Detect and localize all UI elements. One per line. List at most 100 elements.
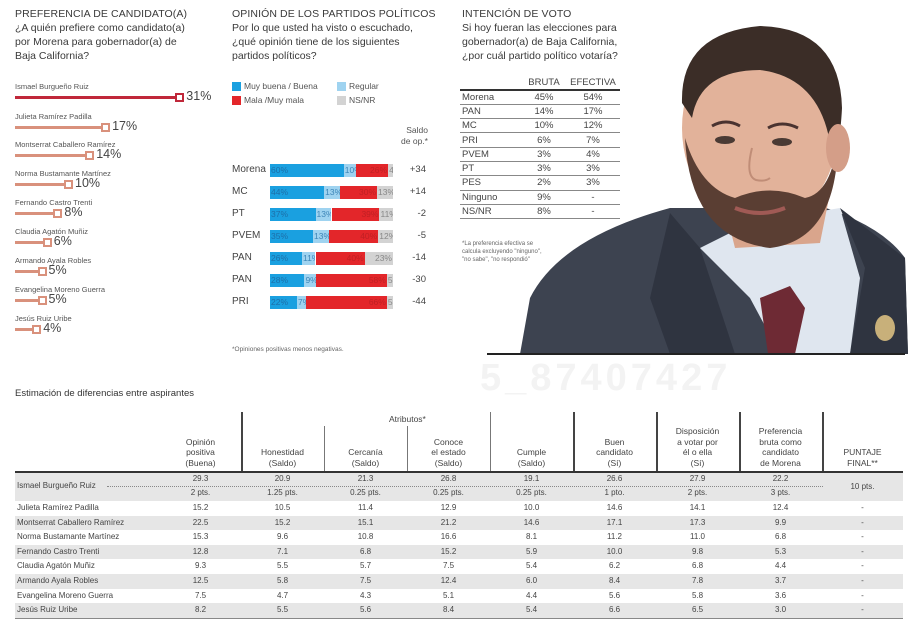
cell-value: 14.6	[523, 517, 540, 527]
question-line: gobernador(a) de Baja California,	[462, 36, 618, 48]
cell-value: 10.5	[274, 503, 291, 512]
bruta-cell: 14%	[522, 104, 566, 120]
party-cell: Ninguno	[460, 190, 522, 205]
column-header-line: positiva	[186, 447, 215, 457]
cell-value: 5.6	[359, 605, 372, 615]
column-header-line: Honestidad	[260, 447, 304, 457]
cell-value: 6.5	[691, 605, 704, 615]
cell-value: 14.1	[689, 503, 706, 512]
column-header: Cercanía (Saldo)	[324, 447, 407, 468]
column-header: PUNTAJE FINAL**	[822, 447, 903, 468]
opinion-segment: 60%	[270, 164, 344, 177]
cell-value: 4.3	[359, 590, 372, 600]
efectiva-cell: 4%	[566, 147, 620, 162]
preference-bar	[15, 154, 90, 157]
ear-shape	[826, 124, 850, 172]
cell-value: 8.4	[442, 605, 455, 615]
candidate-name: Evangelina Moreno Guerra	[17, 590, 114, 600]
preference-bar	[15, 299, 42, 302]
preference-value: 5%	[48, 263, 67, 277]
opinion-segment: 44%	[270, 186, 325, 199]
cell-value: 5.8	[691, 590, 704, 600]
atributos-label: Atributos*	[389, 414, 426, 424]
cell-value: 4.7	[276, 590, 289, 600]
leader-points: 1.25 pts.	[267, 488, 298, 497]
efectiva-cell: 3%	[566, 161, 620, 177]
footnote-line: calcula excluyendo "ninguno",	[462, 249, 542, 255]
legend-swatch	[337, 96, 346, 105]
cell-value: 10.0	[523, 503, 540, 512]
bruta-cell: 10%	[522, 118, 566, 134]
cell-value: 9.9	[774, 517, 787, 527]
leader-value: 26.8	[440, 474, 457, 483]
saldo-value: -2	[417, 208, 426, 219]
party-header	[460, 76, 522, 91]
table-row-leader: Ismael Burgueño Ruiz 29.3 2 pts. 20.9 1.25 p…	[15, 473, 903, 501]
cell-value: -	[861, 517, 864, 527]
question-line: por Morena para gobernador(a) de	[15, 36, 177, 48]
cell-value: 9.6	[276, 532, 289, 542]
cell-value: 7.8	[691, 576, 704, 585]
cell-value: -	[861, 561, 864, 571]
candidate-name: Montserrat Caballero Ramírez	[15, 140, 116, 149]
candidate-name: Jesús Ruiz Uribe	[15, 314, 72, 323]
saldo-header-line: Saldo	[406, 125, 428, 135]
leader-value: 22.2	[772, 474, 789, 483]
table-row: Fernando Castro Trenti 12.8 7.1 6.8 15.2 5.9 1…	[15, 544, 903, 560]
cell-value: 17.3	[689, 517, 706, 527]
leader-value: 29.3	[192, 474, 209, 483]
cell-value: 7.5	[359, 576, 372, 585]
candidate-name: Ismael Burgueño Ruiz	[15, 82, 89, 91]
party-cell: PAN	[460, 104, 522, 120]
cell-value: 5.9	[525, 546, 538, 556]
leader-points: 0.25 pts.	[516, 488, 547, 497]
preference-bar	[15, 212, 58, 215]
intencion-header-row: BRUTA EFECTIVA	[460, 76, 620, 91]
cell-value: 6.8	[691, 561, 704, 571]
efectiva-cell: -	[566, 190, 620, 205]
bar-end-marker	[175, 93, 185, 102]
bruta-cell: 9%	[522, 190, 566, 205]
efectiva-cell: 7%	[566, 132, 620, 148]
question-line: Baja California?	[15, 50, 90, 62]
column-header-line: Buen	[604, 436, 625, 447]
intencion-row: MC 10% 12%	[460, 118, 620, 134]
cell-value: 6.8	[359, 546, 372, 556]
cell-value: 4.4	[774, 561, 787, 571]
column-header-line: FINAL**	[847, 457, 878, 468]
column-header-line: Opinión	[185, 436, 216, 447]
leader-value: 21.3	[357, 474, 374, 483]
column-header: Preferencia bruta como candidato de Morena	[739, 426, 822, 468]
table-row: Armando Ayala Robles 12.5 5.8 7.5 12.4 6.0 8.4…	[15, 574, 903, 589]
preference-value: 10%	[75, 176, 101, 190]
legend-label: Regular	[349, 81, 379, 91]
cell-value: 6.0	[525, 576, 538, 585]
column-header-line: (Saldo)	[268, 457, 297, 468]
party-label: MC	[232, 186, 248, 197]
lapel-shape	[840, 208, 908, 354]
mouth-shape	[734, 206, 786, 215]
hair-shape	[681, 26, 842, 158]
saldo-value: +14	[409, 186, 426, 197]
cell-value: 10.8	[357, 532, 374, 542]
candidate-photo	[520, 8, 908, 354]
opinion-segment: 10%	[343, 164, 357, 177]
cell-value: 15.2	[274, 517, 291, 527]
intencion-row: Ninguno 9% -	[460, 190, 620, 205]
opinion-segment: 66%	[305, 296, 387, 309]
dotted-divider	[107, 486, 823, 487]
opinion-segment: 12%	[378, 230, 393, 243]
cell-value: 7.1	[276, 546, 289, 556]
saldo-value: -14	[412, 252, 426, 263]
legend-swatch	[232, 96, 241, 105]
cell-value: 5.6	[608, 590, 621, 600]
leader-points: 0.25 pts.	[350, 488, 381, 497]
column-header-line: él o ella	[682, 447, 713, 457]
bruta-cell: 2%	[522, 175, 566, 191]
opinion-segment: 13%	[324, 186, 341, 199]
preferencia-title: PREFERENCIA DE CANDIDATO(A)	[15, 8, 188, 20]
candidate-name: Norma Bustamante Martínez	[17, 532, 120, 542]
column-header-line: candidato	[762, 447, 799, 457]
legend-label: Mala /Muy mala	[244, 95, 304, 105]
party-cell: PES	[460, 175, 522, 191]
